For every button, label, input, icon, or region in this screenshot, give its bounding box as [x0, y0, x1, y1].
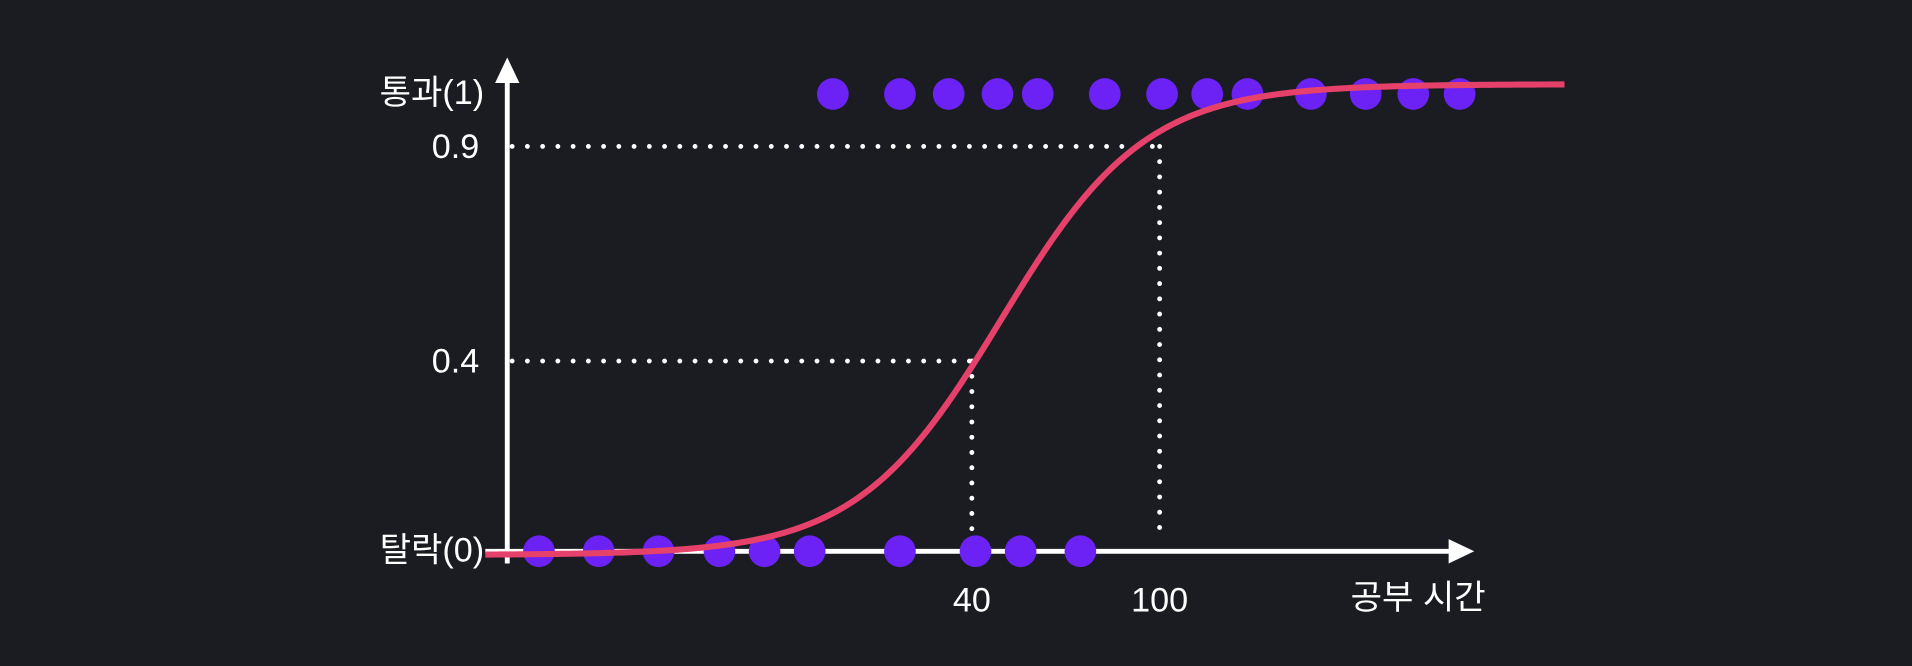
data-point	[959, 535, 992, 568]
y-tick-label: 0.9	[432, 128, 479, 166]
data-point	[932, 78, 965, 110]
x-arrow	[1448, 539, 1475, 564]
data-point	[884, 535, 916, 568]
data-point	[1088, 78, 1121, 110]
y-top-label: 통과(1)	[380, 74, 485, 112]
data-point	[793, 535, 826, 568]
data-point	[1146, 78, 1178, 110]
data-point	[884, 78, 916, 110]
data-point	[703, 535, 736, 568]
x-tick-label: 40	[953, 582, 991, 620]
y-bottom-label: 탈락(0)	[380, 532, 485, 570]
data-point	[1064, 535, 1097, 568]
data-point	[1294, 78, 1327, 110]
y-tick-label: 0.4	[432, 343, 479, 381]
sigmoid-curve	[485, 81, 1565, 558]
guide-lines	[509, 143, 1163, 542]
data-points	[523, 78, 1476, 568]
data-point	[981, 78, 1014, 110]
x-tick-label: 100	[1131, 582, 1188, 620]
data-point	[1191, 78, 1224, 110]
y-arrow	[495, 57, 520, 84]
data-point	[1231, 78, 1264, 110]
data-point	[1021, 78, 1054, 110]
data-point	[816, 78, 849, 110]
x-axis-title: 공부 시간	[1351, 579, 1486, 617]
data-point	[748, 535, 781, 568]
data-point	[1004, 535, 1037, 568]
data-point	[1349, 78, 1382, 110]
